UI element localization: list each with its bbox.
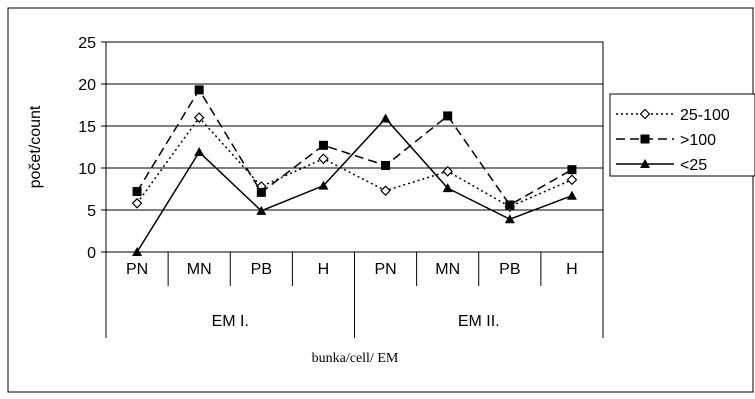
square-marker bbox=[318, 140, 328, 150]
diamond-marker bbox=[380, 185, 391, 197]
square-marker bbox=[640, 134, 650, 144]
triangle-marker bbox=[132, 247, 143, 256]
square-marker bbox=[194, 85, 204, 95]
y-axis-label: počet/count bbox=[27, 105, 44, 188]
triangle-marker bbox=[566, 190, 577, 200]
axis-layer: 0 5 10 15 20 25 PN MN PB H PN MN PB H EM I. EM II. bbox=[78, 35, 604, 338]
diamond-marker bbox=[639, 108, 651, 120]
square-marker bbox=[256, 187, 266, 197]
y-tick-label: 15 bbox=[78, 119, 96, 136]
diamond-marker bbox=[193, 112, 205, 123]
y-tick-label: 10 bbox=[78, 161, 96, 178]
square-marker bbox=[381, 160, 391, 170]
triangle-marker bbox=[318, 180, 329, 190]
series-line bbox=[136, 117, 573, 253]
x-tick-label: PN bbox=[126, 261, 148, 278]
square-marker bbox=[443, 111, 453, 121]
triangle-marker bbox=[504, 214, 515, 224]
y-tick-label: 25 bbox=[78, 35, 96, 52]
y-tick-label: 0 bbox=[87, 245, 96, 262]
x-tick-label: MN bbox=[435, 261, 460, 278]
diamond-marker bbox=[566, 174, 578, 186]
legend-label: >100 bbox=[680, 132, 716, 149]
x-group-label: EM I. bbox=[212, 313, 249, 330]
series-layer bbox=[131, 85, 578, 256]
diamond-marker bbox=[131, 197, 143, 209]
x-tick-label: MN bbox=[187, 261, 212, 278]
series-line bbox=[136, 116, 573, 208]
x-tick-label: H bbox=[318, 261, 330, 278]
x-tick-label: PN bbox=[374, 261, 396, 278]
square-marker bbox=[132, 187, 142, 197]
triangle-marker bbox=[640, 159, 650, 168]
x-group-label: EM II. bbox=[458, 313, 500, 330]
diamond-marker bbox=[318, 153, 329, 165]
chart-border bbox=[7, 7, 754, 393]
triangle-marker bbox=[256, 205, 267, 215]
square-marker bbox=[505, 200, 515, 210]
triangle-marker bbox=[380, 113, 391, 123]
legend-label: 25-100 bbox=[680, 107, 730, 124]
x-axis-label: bunka/cell/ EM bbox=[312, 351, 399, 366]
x-tick-label: H bbox=[566, 261, 578, 278]
legend: 25-100 >100 <25 bbox=[609, 93, 755, 177]
legend-label: <25 bbox=[680, 157, 707, 174]
square-marker bbox=[567, 165, 577, 175]
triangle-marker bbox=[194, 147, 205, 157]
x-tick-label: PB bbox=[499, 261, 520, 278]
y-tick-label: 5 bbox=[87, 203, 96, 220]
y-tick-label: 20 bbox=[78, 77, 96, 94]
x-tick-label: PB bbox=[251, 261, 272, 278]
series-line bbox=[136, 88, 573, 206]
legend-box bbox=[609, 93, 755, 177]
triangle-marker bbox=[442, 183, 453, 193]
diamond-marker bbox=[442, 166, 454, 177]
